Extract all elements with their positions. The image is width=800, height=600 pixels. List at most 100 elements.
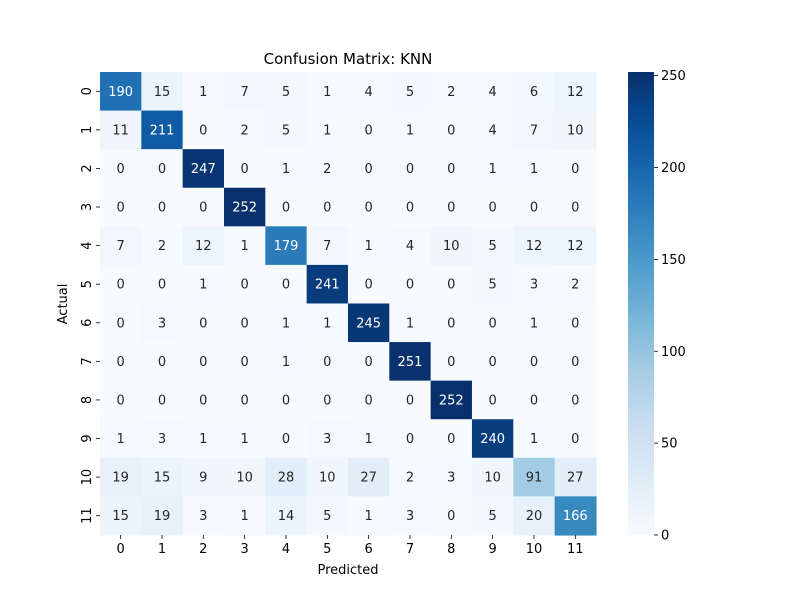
cell-annotation: 1 <box>199 85 207 100</box>
cell-annotation: 12 <box>195 239 212 254</box>
heatmap-cell <box>347 457 390 497</box>
cell-annotation: 3 <box>530 278 538 293</box>
heatmap-cell <box>389 342 432 382</box>
cell-annotation: 19 <box>112 471 129 486</box>
cell-annotation: 7 <box>530 123 538 138</box>
heatmap-cell <box>389 457 432 497</box>
cell-annotation: 4 <box>406 239 414 254</box>
heatmap-cell <box>223 264 266 305</box>
heatmap-cell <box>141 380 184 420</box>
heatmap-cell <box>513 187 556 227</box>
heatmap-cell <box>182 303 225 343</box>
cell-annotation: 0 <box>199 123 207 138</box>
heatmap-cell <box>265 264 308 305</box>
heatmap-cell <box>141 496 184 536</box>
cell-annotation: 252 <box>439 393 464 408</box>
cell-annotation: 0 <box>365 278 373 293</box>
cell-annotation: 0 <box>241 316 249 331</box>
heatmap-cell <box>265 457 308 497</box>
cell-annotation: 0 <box>365 162 373 177</box>
cell-annotation: 0 <box>323 355 331 370</box>
heatmap-cell <box>265 187 308 227</box>
cell-annotation: 190 <box>108 85 133 100</box>
x-tick-label: 0 <box>117 542 125 557</box>
heatmap-cell <box>347 226 390 266</box>
heatmap-cell <box>182 226 225 266</box>
heatmap-cell <box>100 187 142 227</box>
y-tick-label: 0 <box>80 87 95 95</box>
x-tick-label: 6 <box>365 542 373 557</box>
cell-annotation: 2 <box>571 278 579 293</box>
cell-annotation: 0 <box>117 201 125 216</box>
heatmap-cell <box>389 72 432 112</box>
heatmap-cell <box>513 264 556 305</box>
heatmap-cell <box>389 187 432 227</box>
x-tick-label: 8 <box>447 542 455 557</box>
cell-annotation: 1 <box>117 432 125 447</box>
x-tick-label: 10 <box>526 542 543 557</box>
cell-annotation: 245 <box>356 316 381 331</box>
cell-annotation: 0 <box>488 201 496 216</box>
heatmap-cell <box>306 264 349 305</box>
heatmap-cell <box>306 303 349 343</box>
cell-annotation: 0 <box>406 278 414 293</box>
y-axis-ticks: 0 1 2 3 4 5 6 7 8 9 10 11 <box>80 87 100 524</box>
cell-annotation: 0 <box>447 201 455 216</box>
x-tick-label: 2 <box>199 542 207 557</box>
heatmap-cell <box>513 226 556 266</box>
cell-annotation: 1 <box>282 316 290 331</box>
heatmap-cell <box>265 72 308 112</box>
heatmap-cell <box>306 187 349 227</box>
colorbar-ticks: 0 50 100 150 200 250 <box>654 69 686 544</box>
cell-annotation: 0 <box>199 393 207 408</box>
cell-annotation: 1 <box>323 85 331 100</box>
cell-annotation: 0 <box>199 355 207 370</box>
y-tick-label: 3 <box>80 203 95 211</box>
cell-annotation: 1 <box>199 278 207 293</box>
cell-annotation: 1 <box>241 239 249 254</box>
heatmap-cell <box>471 457 514 497</box>
cell-annotation: 0 <box>571 201 579 216</box>
heatmap-cell <box>389 149 432 189</box>
cell-annotation: 0 <box>365 201 373 216</box>
heatmap-cell <box>100 419 142 459</box>
heatmap-cell <box>389 380 432 420</box>
heatmap-cell <box>471 496 514 536</box>
cell-annotation: 0 <box>571 393 579 408</box>
cell-annotation: 252 <box>232 201 257 216</box>
heatmap-cell <box>554 264 597 305</box>
heatmap-cell <box>554 380 597 420</box>
colorbar-tick-label: 200 <box>661 161 686 176</box>
cell-annotation: 4 <box>488 85 496 100</box>
cell-annotation: 1 <box>241 432 249 447</box>
cell-annotation: 0 <box>241 162 249 177</box>
cell-annotation: 2 <box>323 162 331 177</box>
heatmap-cell <box>430 380 473 420</box>
heatmap-cell <box>265 226 308 266</box>
heatmap-cell <box>182 496 225 536</box>
cell-annotation: 15 <box>154 85 171 100</box>
y-tick-label: 1 <box>80 126 95 134</box>
heatmap-cell <box>141 457 184 497</box>
cell-annotation: 0 <box>199 201 207 216</box>
heatmap-cell <box>347 419 390 459</box>
heatmap-cell <box>265 496 308 536</box>
heatmap-cell <box>306 496 349 536</box>
x-axis-ticks: 0 1 2 3 4 5 6 7 8 9 10 11 <box>117 534 584 557</box>
cell-annotation: 0 <box>158 278 166 293</box>
heatmap-cell <box>182 264 225 305</box>
cell-annotation: 6 <box>530 85 538 100</box>
heatmap-cell <box>100 149 142 189</box>
y-tick-label: 11 <box>80 507 95 524</box>
heatmap-cell <box>389 110 432 150</box>
cell-annotation: 0 <box>323 393 331 408</box>
cell-annotation: 4 <box>488 123 496 138</box>
cell-annotation: 1 <box>406 123 414 138</box>
cell-annotation: 0 <box>447 316 455 331</box>
heatmap-cell <box>513 110 556 150</box>
cell-annotation: 1 <box>365 239 373 254</box>
cell-annotation: 0 <box>365 355 373 370</box>
heatmap-cell <box>430 149 473 189</box>
cell-annotation: 0 <box>488 393 496 408</box>
heatmap-cell <box>182 342 225 382</box>
